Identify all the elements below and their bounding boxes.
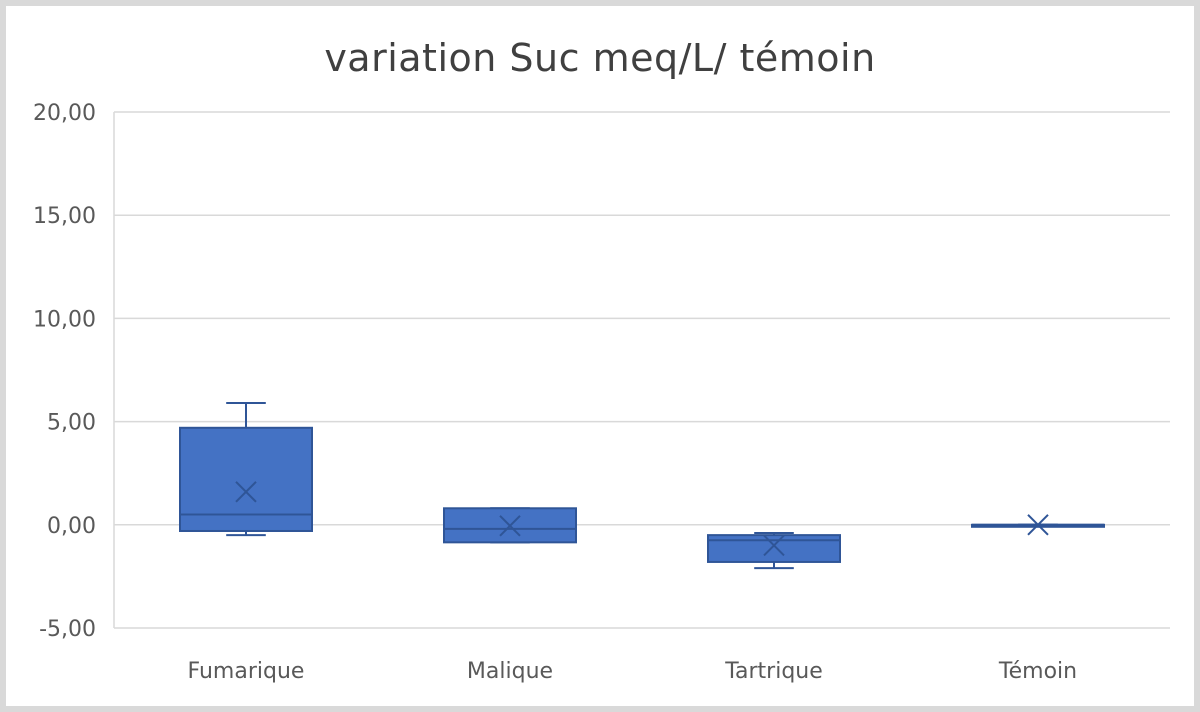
y-tick-label: 0,00	[47, 514, 96, 539]
mean-marker	[499, 515, 521, 537]
y-tick-label: 5,00	[47, 411, 96, 436]
y-tick-label: 15,00	[33, 204, 96, 229]
x-category-label: Tartrique	[724, 659, 823, 684]
x-category-label: Malique	[467, 659, 553, 684]
y-tick-label: 20,00	[33, 101, 96, 126]
plot-area: -5,00 0,00 5,00 10,00 15,00 20,00 Fumarique Mal…	[33, 101, 1170, 684]
mean-marker	[235, 481, 257, 503]
chart-frame: variation Suc meq/L/ témoin -5,00 0,00 5,0…	[6, 6, 1194, 706]
y-tick-label: -5,00	[39, 617, 96, 642]
mean-marker	[763, 534, 785, 557]
box-fumarique	[179, 426, 313, 532]
mean-marker	[1027, 514, 1049, 536]
y-tick-label: 10,00	[33, 307, 96, 332]
x-category-label: Témoin	[998, 659, 1077, 684]
box-tartrique	[707, 534, 841, 563]
x-category-label: Fumarique	[188, 659, 305, 684]
chart-title: variation Suc meq/L/ témoin	[324, 36, 876, 80]
